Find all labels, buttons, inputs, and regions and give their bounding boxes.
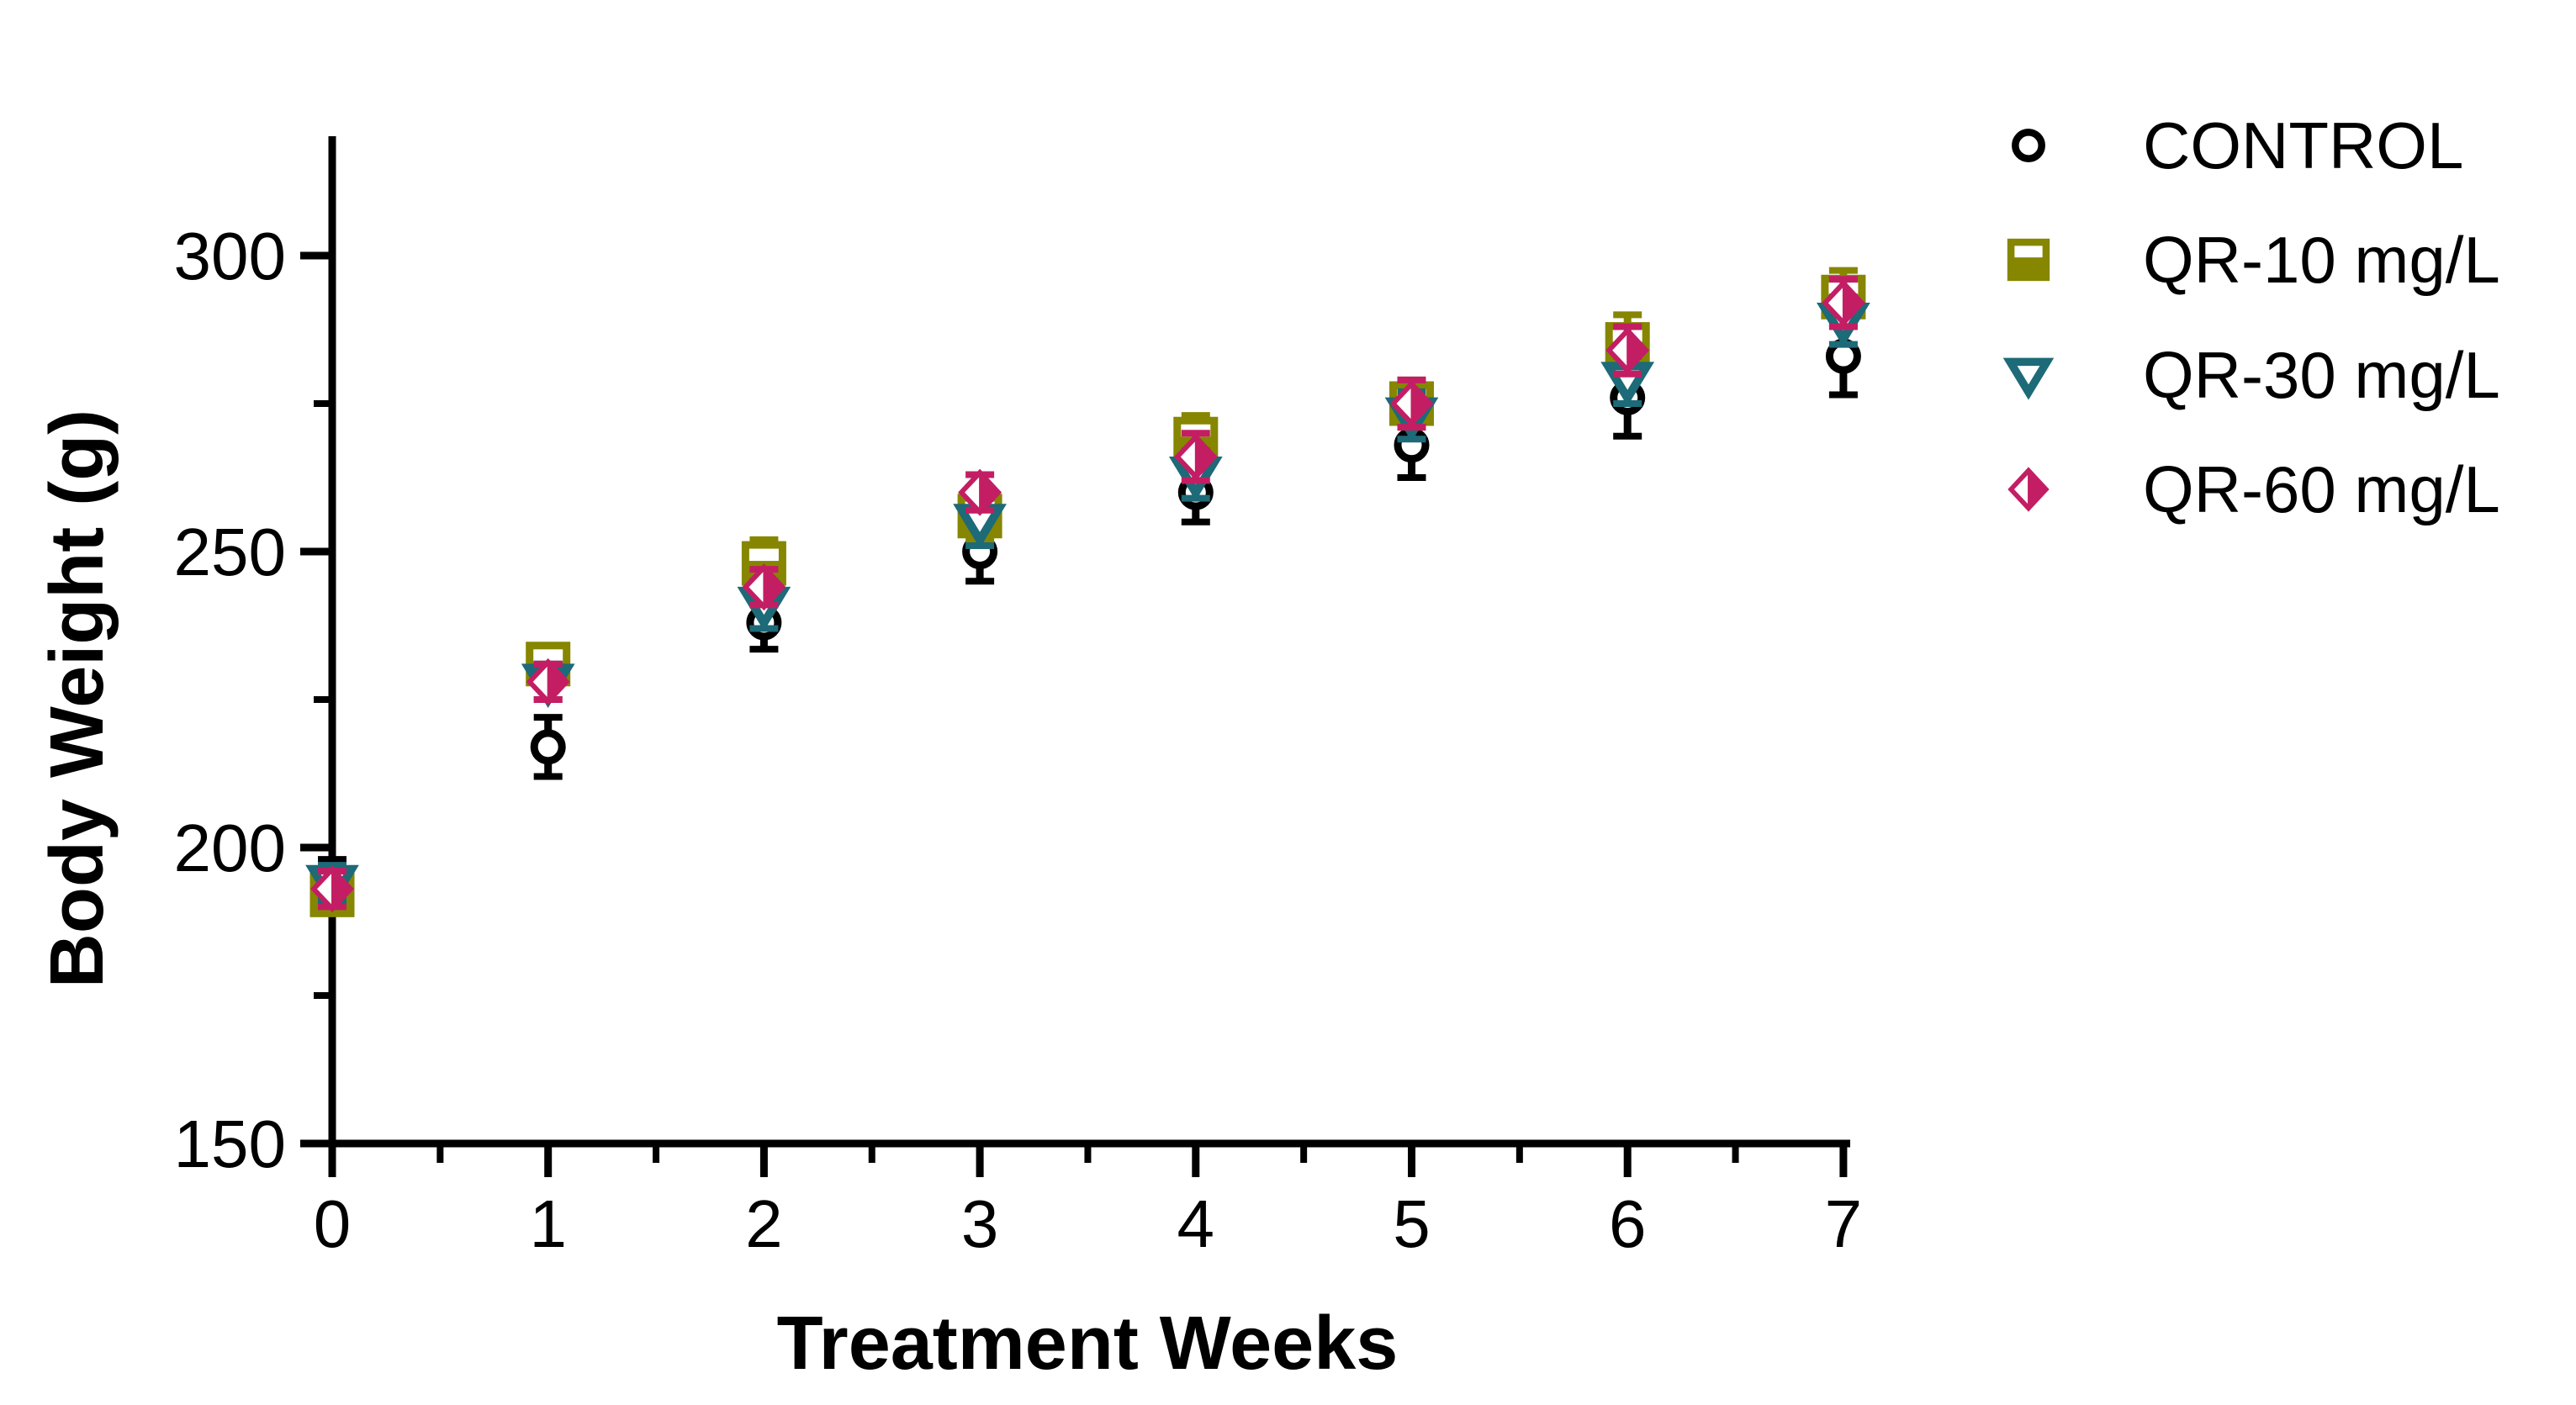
- open-circle-marker: [530, 729, 566, 765]
- x-tick-label: 4: [1177, 1186, 1215, 1261]
- diamond-white-half: [748, 572, 764, 603]
- right-half-filled-diamond-marker: [1173, 433, 1218, 481]
- right-half-filled-diamond-marker: [742, 563, 786, 611]
- right-half-filled-diamond-marker: [526, 658, 570, 705]
- diamond-white-half: [532, 666, 547, 697]
- legend-label: CONTROL: [2143, 108, 2463, 182]
- right-half-filled-diamond-marker: [1389, 380, 1434, 427]
- diamond-white-half: [1612, 335, 1627, 366]
- right-half-filled-diamond-marker: [958, 468, 1002, 516]
- x-tick-label: 2: [745, 1186, 783, 1261]
- diamond-white-half: [317, 874, 331, 905]
- axes: 150 200 250 300 0 1 2 3 4 5 6 7 Treatment Weeks Body …: [35, 136, 1862, 1386]
- diamond-white-half: [2013, 474, 2029, 504]
- diamond-glyph: [742, 563, 786, 611]
- diamond-glyph: [1173, 433, 1218, 481]
- x-tick-label: 5: [1393, 1186, 1431, 1261]
- open-down-triangle-marker: [2002, 357, 2055, 400]
- x-tick-label: 7: [1825, 1186, 1863, 1261]
- x-axis-title: Treatment Weeks: [777, 1302, 1399, 1386]
- circle-glyph: [530, 729, 566, 765]
- right-half-filled-diamond-marker: [2007, 467, 2050, 512]
- legend-item: QR-10 mg/L: [2007, 223, 2500, 297]
- square-fill: [2011, 257, 2046, 277]
- legend-label: QR-30 mg/L: [2143, 338, 2500, 412]
- x-tick-label: 6: [1609, 1186, 1647, 1261]
- right-half-filled-diamond-marker: [1605, 326, 1650, 374]
- y-tick-label: 150: [174, 1107, 286, 1181]
- legend-item: CONTROL: [2012, 108, 2463, 182]
- diamond-glyph: [1605, 326, 1650, 374]
- y-tick-label: 250: [174, 515, 286, 589]
- half-bottom-filled-square-marker: [2007, 238, 2050, 282]
- y-axis-title: Body Weight (g): [35, 409, 119, 988]
- diamond-white-half: [1828, 288, 1843, 319]
- diamond-white-half: [1180, 441, 1195, 473]
- series-qr-30-mg-l: [305, 293, 1870, 910]
- diamond-glyph: [2007, 467, 2050, 512]
- diamond-glyph: [1389, 380, 1434, 427]
- triangle-glyph: [2002, 357, 2055, 400]
- x-tick-label: 0: [314, 1186, 352, 1261]
- series-qr-60-mg-l: [310, 276, 1865, 913]
- diamond-glyph: [526, 658, 570, 705]
- diamond-glyph: [958, 468, 1002, 516]
- legend-label: QR-10 mg/L: [2143, 223, 2500, 297]
- y-tick-label: 200: [174, 811, 286, 885]
- circle-glyph: [2012, 129, 2045, 162]
- diamond-white-half: [965, 477, 980, 508]
- x-tick-label: 1: [529, 1186, 567, 1261]
- legend-item: QR-30 mg/L: [2002, 338, 2500, 412]
- y-tick-label: 300: [174, 219, 286, 293]
- x-tick-label: 3: [961, 1186, 999, 1261]
- diamond-glyph: [1821, 279, 1865, 327]
- diamond-white-half: [1396, 388, 1411, 419]
- right-half-filled-diamond-marker: [1821, 279, 1865, 327]
- right-half-filled-diamond-marker: [310, 865, 354, 913]
- legend-label: QR-60 mg/L: [2143, 452, 2500, 526]
- open-circle-marker: [2012, 129, 2045, 162]
- legend: CONTROL QR-10 mg/L QR-30 mg/L QR-60 mg/L: [2002, 108, 2500, 526]
- legend-item: QR-60 mg/L: [2007, 452, 2500, 526]
- diamond-glyph: [310, 865, 354, 913]
